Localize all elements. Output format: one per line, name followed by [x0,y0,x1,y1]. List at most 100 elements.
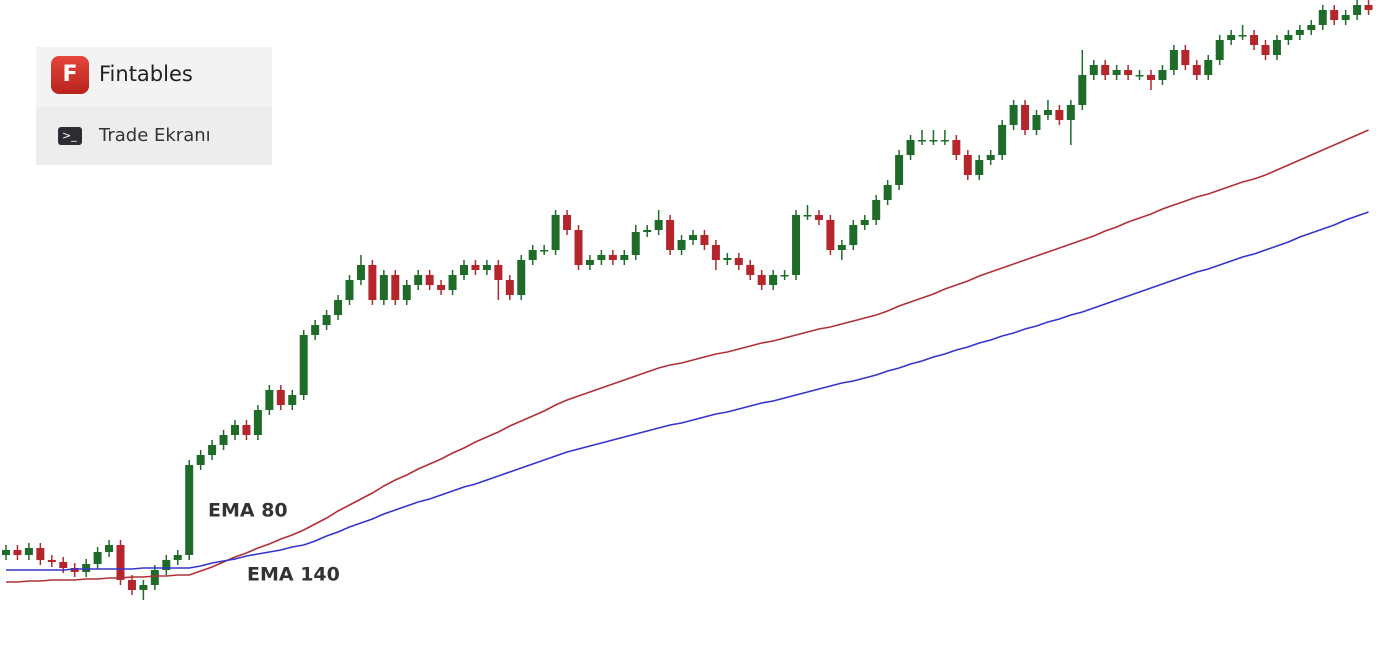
ema-line [6,211,1369,571]
candle-body [437,285,446,290]
candle-body [1055,110,1064,120]
logo: F [51,56,89,94]
candle-body [460,265,468,275]
candle-body [105,545,114,552]
candle-body [666,220,675,250]
brand-row[interactable]: F Fintables [36,47,272,107]
candle-body [391,275,400,300]
candle-body [711,245,720,260]
brand-name: Fintables [99,62,193,86]
candle-body [918,140,926,142]
candle-body [1330,10,1339,20]
candle-body [883,185,892,200]
candle-body [276,390,285,405]
ema-label: EMA 80 [208,500,288,522]
candle-body [471,265,480,270]
candle-body [1353,5,1362,15]
candle-body [208,445,217,455]
candle-body [150,570,159,585]
candle-body [814,215,823,220]
candle-body [242,425,251,435]
candle-body [368,265,377,300]
candle-body [196,455,205,465]
candle-body [173,555,182,560]
candle-body [769,275,778,285]
candle-body [1158,70,1167,80]
candle-body [334,300,343,315]
candle-body [585,260,594,265]
candle-body [563,215,572,230]
candle-body [1341,15,1350,20]
candle-body [734,258,743,265]
candle-body [299,335,308,395]
candle-body [127,580,136,590]
candle-body [265,390,274,410]
candle-body [723,258,732,260]
candle-body [1238,35,1247,37]
candle-body [998,125,1007,155]
candle-body [1089,65,1098,75]
candle-body [505,280,514,295]
candle-body [757,275,766,285]
candle-body [322,315,331,325]
candle-body [219,435,228,445]
candle-body [940,140,949,142]
candle-body [1227,35,1236,40]
candle-body [620,255,629,260]
candle-body [2,550,10,555]
candle-body [1078,75,1087,105]
candle-body [36,548,45,560]
candle-body [59,562,68,568]
candle-body [1284,35,1293,40]
candle-body [1043,110,1052,115]
candle-body [93,552,102,564]
candle-body [1250,35,1259,45]
candle-body [895,155,904,185]
candle-body [952,140,961,155]
candle-body [24,548,33,555]
candle-body [643,230,652,232]
candle-body [654,220,663,230]
candle-body [689,235,697,240]
menu-item[interactable]: Trade Ekranı [99,125,211,146]
candle-body [139,585,148,590]
candle-body [82,564,91,572]
candle-body [379,275,388,300]
candle-body [551,215,560,250]
candle-body [1135,75,1144,77]
candle-body [1272,40,1281,55]
candle-body [47,560,56,562]
candle-body [792,215,801,275]
candle-body [1021,105,1030,130]
candle-body [448,275,457,290]
candle-body [1364,5,1373,10]
candle-body [402,285,411,300]
candle-body [162,560,171,570]
ema-line [6,129,1369,583]
candle-body [1204,60,1213,75]
candle-body [70,568,79,572]
candle-body [906,140,915,155]
candle-body [1181,50,1190,65]
candle-body [345,280,354,300]
candle-body [746,265,755,275]
candle-body [185,465,194,555]
candle-body [849,225,858,245]
candle-body [356,265,365,280]
candle-body [929,140,938,142]
candle-body [963,155,972,175]
candle-body [975,160,984,175]
candle-body [1009,105,1018,125]
candle-body [860,220,869,225]
ema-label: EMA 140 [247,564,340,586]
candle-body [803,215,812,217]
candle-body [1192,65,1201,75]
candle-body [1295,30,1304,35]
candle-body [231,425,239,435]
candle-body [837,245,846,250]
candle-body [1169,50,1178,70]
candle-body [482,265,491,270]
candle-body [13,550,22,555]
